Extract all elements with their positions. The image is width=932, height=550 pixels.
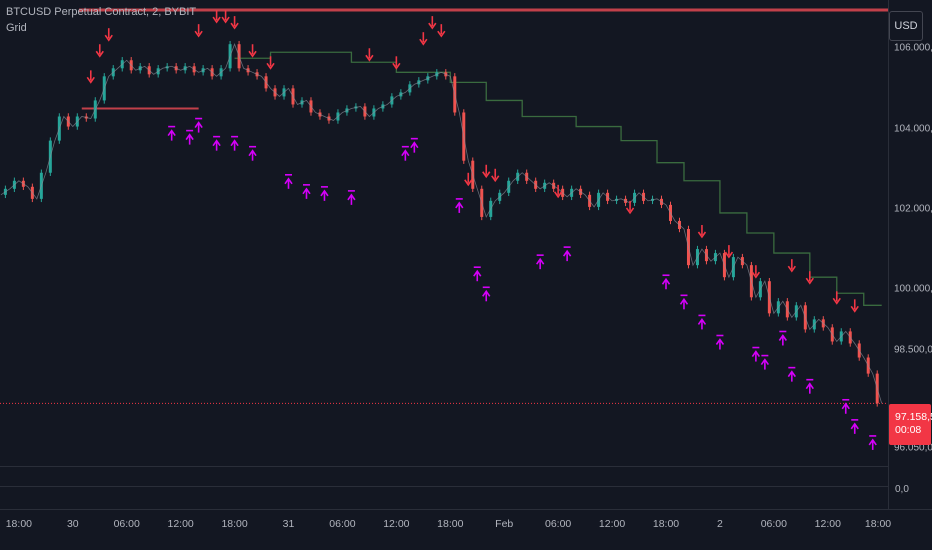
- y-tick-label: 96.050,0: [894, 442, 932, 454]
- buy-signal-arrowhead: [697, 318, 707, 325]
- x-tick-label: 12:00: [814, 518, 841, 530]
- buy-signal-arrowhead: [410, 141, 419, 149]
- sell-signal-arrowhead: [832, 297, 841, 305]
- sell-signal-arrowhead: [491, 175, 500, 183]
- sell-signal-arrowhead: [787, 265, 796, 273]
- price-series-line: [0, 43, 883, 404]
- buy-signal-arrowhead: [347, 193, 356, 201]
- sell-signal-arrowhead: [230, 22, 239, 30]
- sell-signal-arrowhead: [365, 54, 374, 62]
- x-tick-label: 18:00: [5, 518, 32, 530]
- buy-signal-arrowhead: [805, 382, 814, 390]
- buy-signal-arrowhead: [302, 187, 311, 195]
- buy-signal-arrowhead: [284, 177, 293, 185]
- x-tick-label: 12:00: [167, 518, 194, 530]
- y-tick-label: 106.000,0: [894, 42, 932, 54]
- sell-signal-arrowhead: [392, 62, 401, 70]
- buy-signal-arrowhead: [778, 334, 787, 341]
- sell-signal-arrowhead: [437, 30, 446, 38]
- sell-signal-arrowhead: [697, 231, 707, 239]
- sell-signal-arrowhead: [625, 207, 635, 215]
- buy-signal-arrowhead: [320, 189, 329, 197]
- trailing-stop-line: [234, 51, 882, 306]
- sell-signal-arrowhead: [805, 277, 814, 285]
- buy-signal-arrowhead: [841, 402, 850, 410]
- bar-countdown: 00:08: [895, 424, 922, 436]
- buy-signal-arrowhead: [715, 338, 725, 345]
- x-tick-label: 12:00: [598, 518, 626, 530]
- buy-signal-arrowhead: [787, 370, 796, 378]
- x-tick-label: 30: [66, 518, 79, 530]
- sell-signal-arrowhead: [95, 50, 104, 58]
- sell-signal-arrowhead: [482, 171, 491, 179]
- sell-signal-arrowhead: [419, 38, 428, 46]
- buy-signal-arrowhead: [230, 139, 239, 147]
- x-tick-label: Feb: [495, 518, 514, 530]
- sell-signal-arrowhead: [266, 62, 275, 70]
- y-tick-label: 104.000,0: [894, 123, 932, 135]
- buy-signal-arrowhead: [760, 358, 770, 366]
- buy-signal-arrowhead: [212, 139, 221, 147]
- indicator-name[interactable]: Grid: [6, 22, 27, 34]
- y-tick-label: 100.000,0: [894, 283, 932, 295]
- buy-signal-arrowhead: [455, 201, 464, 209]
- x-tick-label: 31: [282, 518, 295, 530]
- sell-signal-arrowhead: [212, 16, 221, 24]
- x-tick-label: 18:00: [652, 518, 680, 530]
- sell-signal-arrowhead: [553, 191, 563, 199]
- x-tick-label: 18:00: [864, 518, 892, 530]
- sell-signal-arrowhead: [751, 271, 761, 279]
- buy-signal-arrowhead: [473, 269, 482, 277]
- sell-signal-arrowhead: [464, 179, 473, 187]
- sell-signal-arrowhead: [194, 30, 203, 38]
- price-axis[interactable]: 106.000,0 104.000,0 102.000,0 100.000,0 98.5…: [888, 0, 932, 510]
- buy-signal-arrowhead: [751, 350, 761, 358]
- buy-signal-arrowhead: [536, 257, 545, 265]
- sub-pane-value: 0,0: [895, 484, 909, 495]
- x-tick-label: 06:00: [329, 518, 356, 530]
- buy-signal-arrowhead: [194, 121, 203, 129]
- buy-signal-arrowhead: [868, 438, 877, 446]
- buy-signal-arrowhead: [167, 129, 176, 137]
- buy-signal-arrowhead: [679, 297, 689, 305]
- x-tick-label: 18:00: [437, 518, 464, 530]
- buy-signal-arrowhead: [850, 422, 859, 430]
- x-tick-label: 18:00: [221, 518, 248, 530]
- x-tick-label: 12:00: [383, 518, 410, 530]
- sell-signal-arrowhead: [86, 76, 95, 84]
- sell-signal-arrowhead: [104, 34, 113, 42]
- sell-signal-arrowhead: [428, 22, 437, 30]
- buy-signal-arrowhead: [482, 289, 491, 297]
- last-price-value: 97.158,5: [895, 411, 932, 423]
- y-tick-label: 98.500,0: [894, 344, 932, 355]
- currency-button[interactable]: USD: [889, 11, 923, 41]
- buy-signal-arrowhead: [562, 249, 572, 257]
- x-tick-label: 06:00: [760, 518, 787, 530]
- buy-signal-arrowhead: [185, 133, 194, 141]
- sell-signal-arrowhead: [724, 251, 734, 259]
- x-tick-label: 2: [717, 518, 723, 530]
- x-tick-label: 06:00: [113, 518, 140, 530]
- last-price-label: 97.158,5 00:08: [889, 404, 932, 445]
- chart-legend: BTCUSD Perpetual Contract, 2, BYBIT Grid: [6, 4, 196, 36]
- buy-signal-arrowhead: [661, 277, 671, 285]
- sell-signal-arrowhead: [221, 16, 230, 24]
- symbol-title[interactable]: BTCUSD Perpetual Contract, 2, BYBIT: [6, 6, 197, 18]
- x-tick-label: 06:00: [545, 518, 572, 530]
- y-tick-label: 102.000,0: [894, 203, 932, 215]
- time-axis[interactable]: [0, 510, 888, 550]
- sell-signal-arrowhead: [248, 50, 257, 58]
- buy-signal-arrowhead: [401, 149, 410, 157]
- buy-signal-arrowhead: [248, 149, 257, 157]
- sell-signal-arrowhead: [850, 305, 859, 313]
